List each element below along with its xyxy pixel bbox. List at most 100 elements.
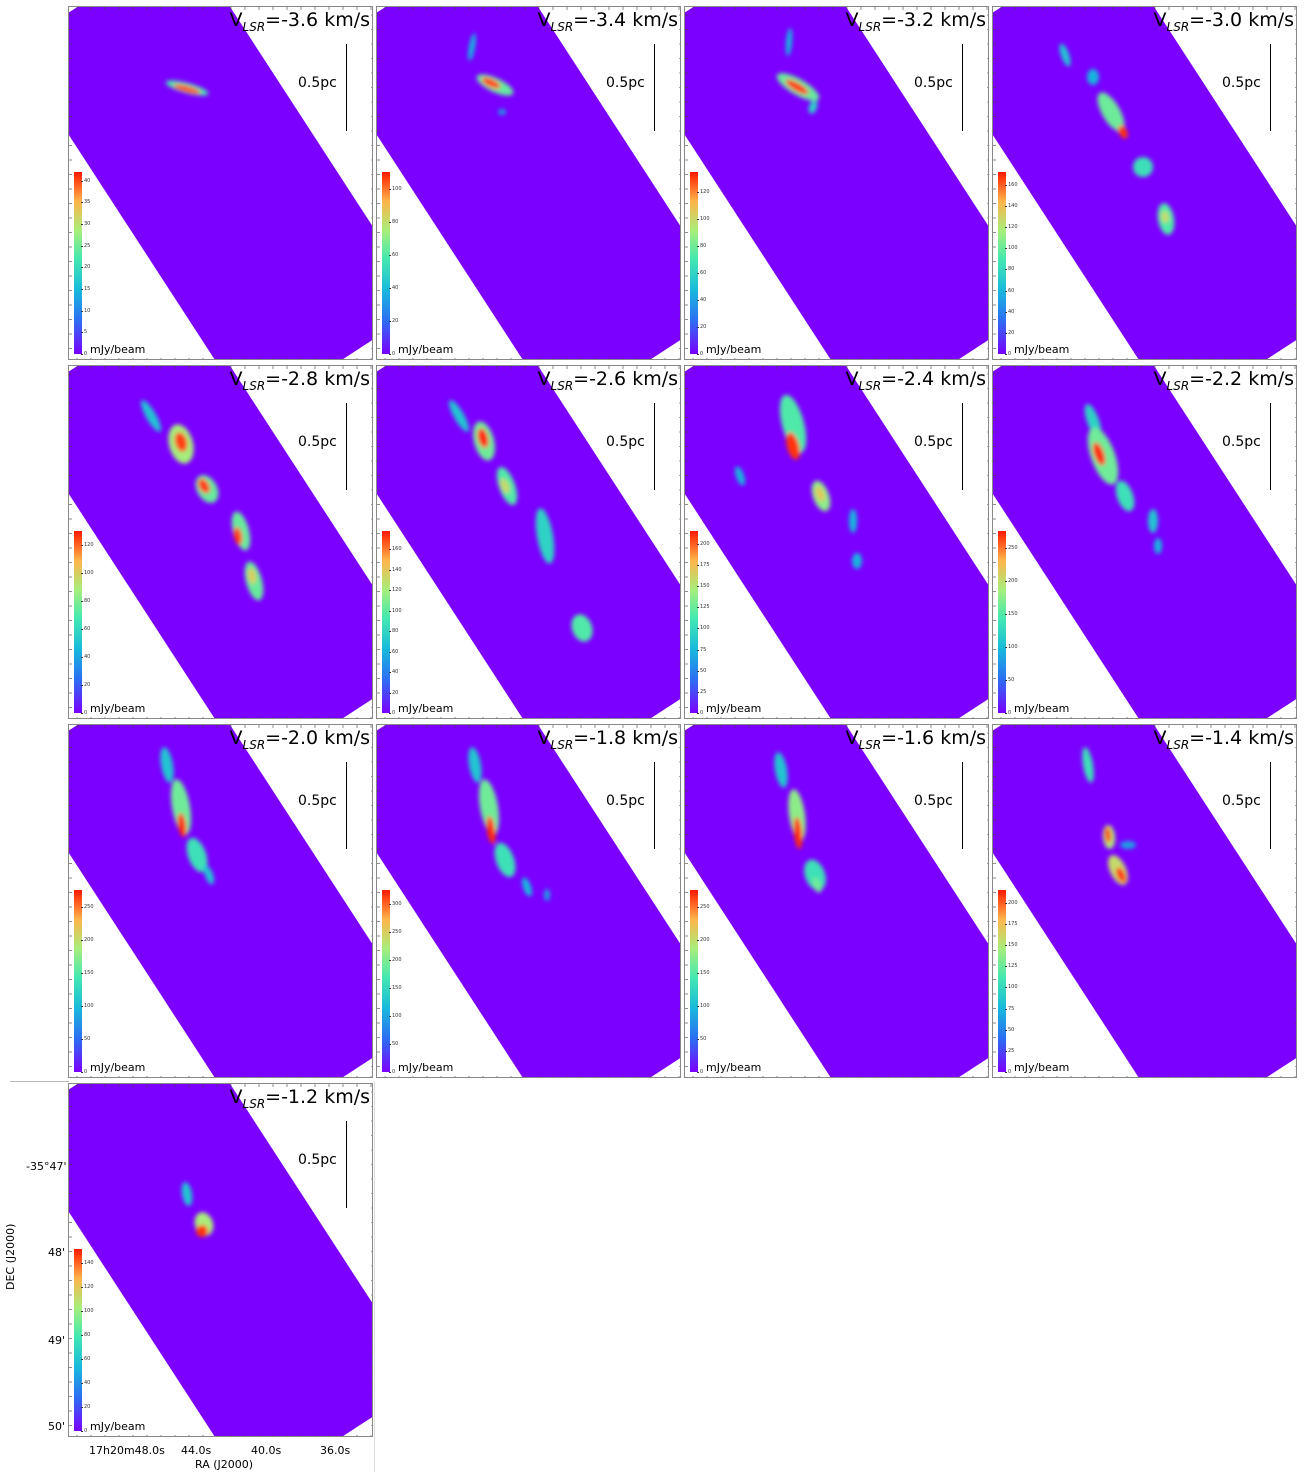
colorbar-tick-label: 0 — [1004, 1069, 1012, 1075]
colorbar-unit-label: mJy/beam — [1014, 702, 1070, 715]
colorbar — [382, 172, 390, 354]
colorbar-tick-label: 25 — [696, 688, 707, 695]
emission-clump — [521, 877, 533, 897]
colorbar-tick-label: 25 — [80, 242, 91, 249]
colorbar — [382, 890, 390, 1072]
colorbar-tick-label: 150 — [389, 985, 402, 991]
colorbar-tick-label: 0 — [388, 1069, 396, 1075]
velocity-label: VLSR=-1.4 km/s — [1154, 727, 1294, 752]
mosaic-edge-tab — [673, 969, 680, 989]
mosaic-coverage-region — [685, 725, 988, 1077]
colorbar-tick-label: 200 — [697, 540, 710, 547]
colorbar-tick-label: 75 — [1004, 1005, 1015, 1012]
colorbar-tick-label: 200 — [1005, 899, 1018, 906]
velocity-label-prefix: V — [1153, 727, 1167, 749]
mosaic-edge-tab — [365, 251, 372, 271]
scale-bar — [962, 403, 963, 490]
emission-clump — [1059, 43, 1071, 67]
channel-panel: VLSR=-1.8 km/s 0.5pc 0 50 100 150 200 250 300 mJy… — [376, 724, 681, 1078]
colorbar — [74, 172, 82, 354]
intensity-map — [685, 7, 988, 359]
intensity-map — [377, 725, 680, 1077]
intensity-map — [377, 366, 680, 718]
emission-clump — [233, 527, 243, 545]
emission-clump — [247, 568, 257, 584]
velocity-label-value: =-3.4 km/s — [573, 9, 678, 31]
emission-clump — [500, 478, 510, 494]
colorbar-tick-label: 120 — [1005, 224, 1018, 231]
axis-divider-vertical — [374, 1081, 375, 1472]
intensity-map — [69, 7, 372, 359]
colorbar-tick-label: 35 — [80, 199, 91, 206]
scale-bar — [346, 762, 347, 849]
mosaic-edge-tab — [981, 969, 988, 989]
colorbar — [690, 890, 698, 1072]
colorbar-tick-label: 50 — [388, 1041, 399, 1047]
emission-clump — [734, 466, 746, 486]
colorbar-tick-label: 0 — [1004, 710, 1012, 716]
colorbar-tick-label: 0 — [696, 1069, 704, 1075]
colorbar-tick-label: 160 — [1005, 181, 1018, 188]
colorbar-unit-label: mJy/beam — [1014, 1061, 1070, 1074]
colorbar-tick-label: 250 — [1005, 544, 1018, 551]
velocity-label-prefix: V — [537, 727, 551, 749]
emission-clump — [779, 394, 807, 454]
colorbar-tick-label: 100 — [697, 216, 710, 223]
velocity-label-subscript: LSR — [858, 19, 882, 34]
colorbar-tick-label: 60 — [80, 1356, 91, 1363]
colorbar-tick-label: 50 — [696, 667, 707, 674]
colorbar-tick-label: 60 — [388, 251, 399, 258]
colorbar-tick-label: 140 — [389, 566, 402, 573]
colorbar-tick-label: 20 — [388, 689, 399, 696]
colorbar-tick-label: 20 — [80, 682, 91, 688]
colorbar-tick-label: 150 — [697, 583, 710, 590]
emission-clump — [1115, 480, 1135, 512]
colorbar-tick-label: 120 — [81, 542, 94, 548]
emission-clump — [1160, 211, 1170, 223]
x-tick-label: 40.0s — [251, 1444, 282, 1457]
colorbar-tick-label: 300 — [389, 901, 402, 907]
scale-bar-label: 0.5pc — [1222, 75, 1261, 91]
emission-clump — [174, 432, 188, 452]
colorbar-unit-label: mJy/beam — [90, 343, 146, 356]
colorbar-tick-label: 150 — [697, 969, 710, 976]
emission-clump — [852, 553, 862, 569]
colorbar-tick-label: 40 — [80, 177, 91, 184]
velocity-label-prefix: V — [1153, 9, 1167, 31]
channel-panel: VLSR=-1.4 km/s 0.5pc 0 25 50 75 100 125 150 175 20… — [992, 724, 1297, 1078]
colorbar-tick-label: 5 — [80, 329, 88, 336]
emission-clump — [1116, 867, 1126, 883]
colorbar-unit-label: mJy/beam — [706, 343, 762, 356]
intensity-map — [993, 366, 1296, 718]
colorbar-tick-label: 140 — [81, 1260, 94, 1267]
emission-clump — [186, 837, 208, 873]
emission-clump — [481, 77, 501, 89]
mosaic-coverage-region — [69, 1084, 372, 1436]
colorbar-tick-label: 15 — [80, 286, 91, 292]
emission-clump — [1092, 442, 1106, 466]
emission-clump — [498, 109, 506, 115]
mosaic-coverage-region — [993, 7, 1296, 359]
emission-clump — [1104, 827, 1112, 843]
colorbar-tick-label: 120 — [697, 189, 710, 196]
colorbar-tick-label: 250 — [81, 903, 94, 910]
velocity-label: VLSR=-2.4 km/s — [846, 368, 986, 393]
emission-clump — [1082, 747, 1094, 783]
colorbar-unit-label: mJy/beam — [90, 702, 146, 715]
mosaic-coverage-region — [377, 7, 680, 359]
colorbar — [74, 890, 82, 1072]
channel-panel: VLSR=-3.2 km/s 0.5pc 0 20 40 60 80 100 120 mJy/be… — [684, 6, 989, 360]
colorbar-tick-label: 80 — [388, 218, 399, 225]
emission-clump — [571, 614, 593, 642]
emission-clump — [1097, 92, 1125, 132]
x-tick-label: 36.0s — [320, 1444, 351, 1457]
colorbar-tick-label: 125 — [1005, 963, 1018, 970]
emission-clump — [785, 28, 793, 56]
colorbar-tick-label: 80 — [388, 628, 399, 635]
velocity-label-prefix: V — [845, 9, 859, 31]
mosaic-edge-tab — [981, 251, 988, 271]
mosaic-edge-tab — [673, 610, 680, 630]
colorbar-tick-label: 100 — [389, 607, 402, 614]
colorbar-tick-label: 40 — [388, 284, 399, 291]
